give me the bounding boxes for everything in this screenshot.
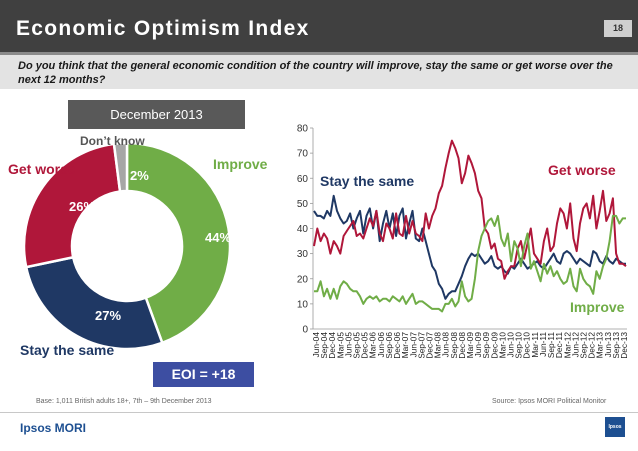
x-tick-label: Mar-07 [400, 332, 410, 358]
eoi-annotation: EOI = +18 [153, 362, 254, 387]
x-tick-label: Dec-05 [360, 332, 370, 358]
value-label-stay: 27% [95, 308, 122, 323]
question-band [0, 55, 638, 89]
x-tick-label: Mar-10 [497, 332, 507, 358]
label-dont-know: Don’t know [80, 134, 145, 148]
y-tick-label: 20 [297, 274, 309, 285]
donut-slice-worse [22, 142, 122, 269]
x-tick-label: Jun-10 [506, 332, 516, 358]
donut-slice-improve [125, 141, 232, 345]
x-tick-label: Sep-12 [578, 332, 588, 358]
x-tick-label: Mar-06 [368, 332, 378, 358]
brand-name: Ipsos MORI [20, 421, 87, 435]
x-tick-label: Dec-08 [457, 332, 467, 358]
title-bar [0, 0, 638, 52]
x-tick-label: Dec-13 [619, 332, 629, 358]
series-line-stay [313, 194, 626, 300]
x-tick-label: Mar-11 [530, 332, 540, 358]
donut-title: December 2013 [68, 100, 245, 129]
ipsos-logo: Ipsos [605, 417, 625, 437]
value-label-dont-know: 2% [130, 168, 149, 183]
series-label-stay: Stay the same [320, 173, 415, 189]
x-tick-label: Jun-05 [343, 332, 353, 358]
label-get-worse: Get worse [8, 161, 76, 177]
series-label-worse: Get worse [548, 162, 616, 178]
y-tick-label: 80 [297, 124, 309, 135]
y-tick-label: 0 [302, 325, 308, 336]
x-tick-label: Jun-09 [473, 332, 483, 358]
donut-chart [22, 141, 232, 351]
series-line-improve [314, 214, 626, 313]
x-tick-label: Jun-04 [311, 332, 321, 358]
label-improve: Improve [213, 156, 268, 172]
x-tick-label: Mar-09 [465, 332, 475, 358]
y-tick-label: 50 [297, 199, 309, 210]
x-tick-label: Sep-08 [449, 332, 459, 358]
x-tick-label: Mar-05 [335, 332, 345, 358]
question-text: Do you think that the general economic c… [18, 60, 613, 86]
x-tick-label: Jun-08 [441, 332, 451, 358]
series-line-worse [313, 139, 627, 280]
x-tick-label: Dec-04 [327, 332, 337, 358]
x-tick-label: Sep-06 [384, 332, 394, 358]
x-tick-label: Jun-13 [603, 332, 613, 358]
page-title: Economic Optimism Index [16, 17, 310, 40]
y-tick-label: 40 [297, 224, 309, 235]
donut-slice-dont-know [112, 141, 129, 193]
x-tick-label: Dec-06 [392, 332, 402, 358]
value-label-improve: 44% [205, 230, 232, 245]
source-note: Source: Ipsos MORI Political Monitor [492, 398, 607, 405]
base-note: Base: 1,011 British adults 18+, 7th – 9t… [36, 398, 212, 405]
x-tick-label: Jun-12 [570, 332, 580, 358]
x-tick-label: Sep-05 [352, 332, 362, 358]
x-tick-label: Dec-07 [424, 332, 434, 358]
donut-slice-stay [24, 255, 164, 351]
y-tick-label: 10 [297, 299, 309, 310]
x-tick-label: Sep-10 [514, 332, 524, 358]
x-tick-label: Mar-13 [595, 332, 605, 358]
y-tick-label: 60 [297, 174, 309, 185]
line-chart: 01020304050607080Jun-04Sep-04Dec-04Mar-0… [297, 124, 629, 359]
label-stay-the-same: Stay the same [20, 342, 115, 358]
x-tick-label: Jun-07 [408, 332, 418, 358]
x-tick-label: Dec-10 [522, 332, 532, 358]
x-tick-label: Dec-09 [489, 332, 499, 358]
x-tick-label: Sep-04 [319, 332, 329, 358]
x-tick-label: Jun-11 [538, 332, 548, 357]
x-tick-label: Dec-12 [587, 332, 597, 358]
x-tick-label: Sep-13 [611, 332, 621, 358]
x-tick-label: Dec-11 [554, 332, 564, 358]
y-tick-label: 30 [297, 249, 309, 260]
x-tick-label: Mar-08 [433, 332, 443, 358]
x-tick-label: Sep-11 [546, 332, 556, 358]
footer-rule [0, 412, 638, 413]
page-number: 18 [604, 20, 632, 37]
x-tick-label: Sep-09 [481, 332, 491, 358]
x-tick-label: Jun-06 [376, 332, 386, 358]
x-tick-label: Mar-12 [562, 332, 572, 358]
x-tick-label: Sep-07 [416, 332, 426, 358]
series-label-improve: Improve [570, 299, 625, 315]
y-tick-label: 70 [297, 149, 309, 160]
title-rule [0, 52, 638, 55]
value-label-worse: 26% [69, 199, 96, 214]
